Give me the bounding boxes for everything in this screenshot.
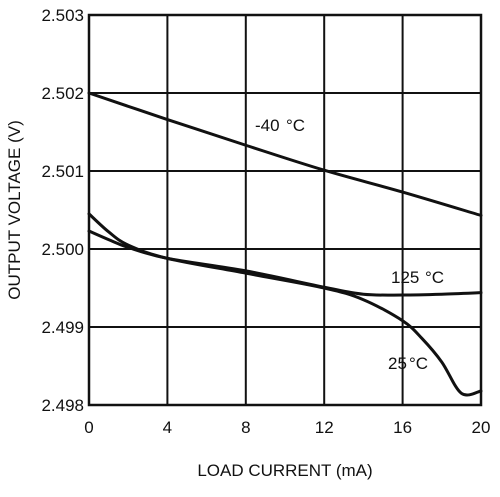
y-tick-label: 2.498 [41, 396, 84, 415]
plot-frame [87, 13, 483, 407]
y-tick-label: 2.503 [41, 6, 84, 25]
y-tick-label: 2.502 [41, 84, 84, 103]
x-tick-label: 8 [241, 418, 250, 437]
x-tick-label: 12 [315, 418, 334, 437]
y-tick-label: 2.501 [41, 162, 84, 181]
series-line-125c [87, 229, 483, 297]
y-tick-label: 2.499 [41, 318, 84, 337]
series-line-minus40c [87, 91, 483, 217]
label-125c-unit: °C [425, 268, 444, 287]
y-tick-label: 2.500 [41, 240, 84, 259]
label-25c-unit: °C [409, 354, 428, 373]
x-tick-label: 4 [163, 418, 172, 437]
y-axis-label: OUTPUT VOLTAGE (V) [5, 120, 24, 299]
x-axis-label: LOAD CURRENT (mA) [197, 461, 372, 480]
x-tick-label: 16 [393, 418, 412, 437]
series-line-25c [87, 212, 483, 397]
label-125c-value: 125 [391, 268, 419, 287]
label-25c-value: 25 [388, 354, 407, 373]
label-minus40c-value: -40 [255, 116, 280, 135]
x-tick-label: 0 [84, 418, 93, 437]
x-tick-label: 20 [472, 418, 491, 437]
label-minus40c-unit: °C [286, 116, 305, 135]
